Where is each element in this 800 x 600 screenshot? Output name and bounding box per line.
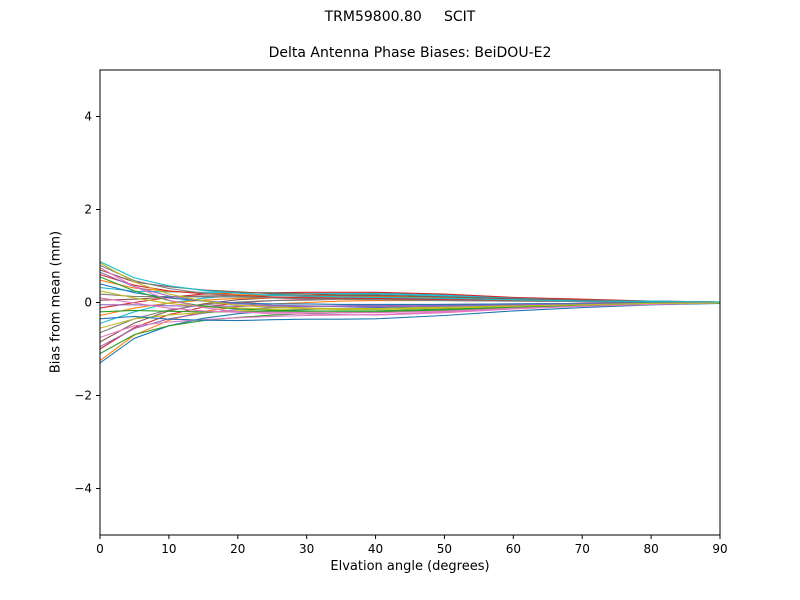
x-tick-label: 40	[368, 542, 383, 556]
x-tick-label: 90	[712, 542, 727, 556]
y-tick-label: 4	[84, 110, 92, 124]
y-tick-label: −2	[74, 389, 92, 403]
axes-title: Delta Antenna Phase Biases: BeiDOU-E2	[268, 45, 552, 61]
series-line	[99, 271, 721, 308]
y-tick-label: −4	[74, 482, 92, 496]
x-axis-label: Elvation angle (degrees)	[330, 559, 490, 574]
y-tick-label: 2	[84, 203, 92, 217]
x-tick-label: 60	[506, 542, 521, 556]
series-line	[99, 283, 721, 305]
series-line	[99, 267, 721, 316]
x-tick-label: 20	[230, 542, 245, 556]
x-tick-label: 30	[299, 542, 314, 556]
x-tick-label: 50	[437, 542, 452, 556]
x-tick-label: 0	[96, 542, 104, 556]
x-tick-label: 10	[161, 542, 176, 556]
series-line	[99, 269, 721, 303]
series-line	[99, 302, 721, 322]
figure-suptitle: TRM59800.80 SCIT	[324, 9, 476, 25]
y-axis-label: Bias from mean (mm)	[48, 230, 64, 374]
x-tick-label: 70	[575, 542, 590, 556]
series-line	[99, 264, 721, 304]
series-line	[99, 261, 721, 303]
y-tick-label: 0	[84, 296, 92, 310]
x-tick-label: 80	[643, 542, 658, 556]
series-line	[99, 262, 721, 310]
axes-frame	[99, 69, 721, 536]
